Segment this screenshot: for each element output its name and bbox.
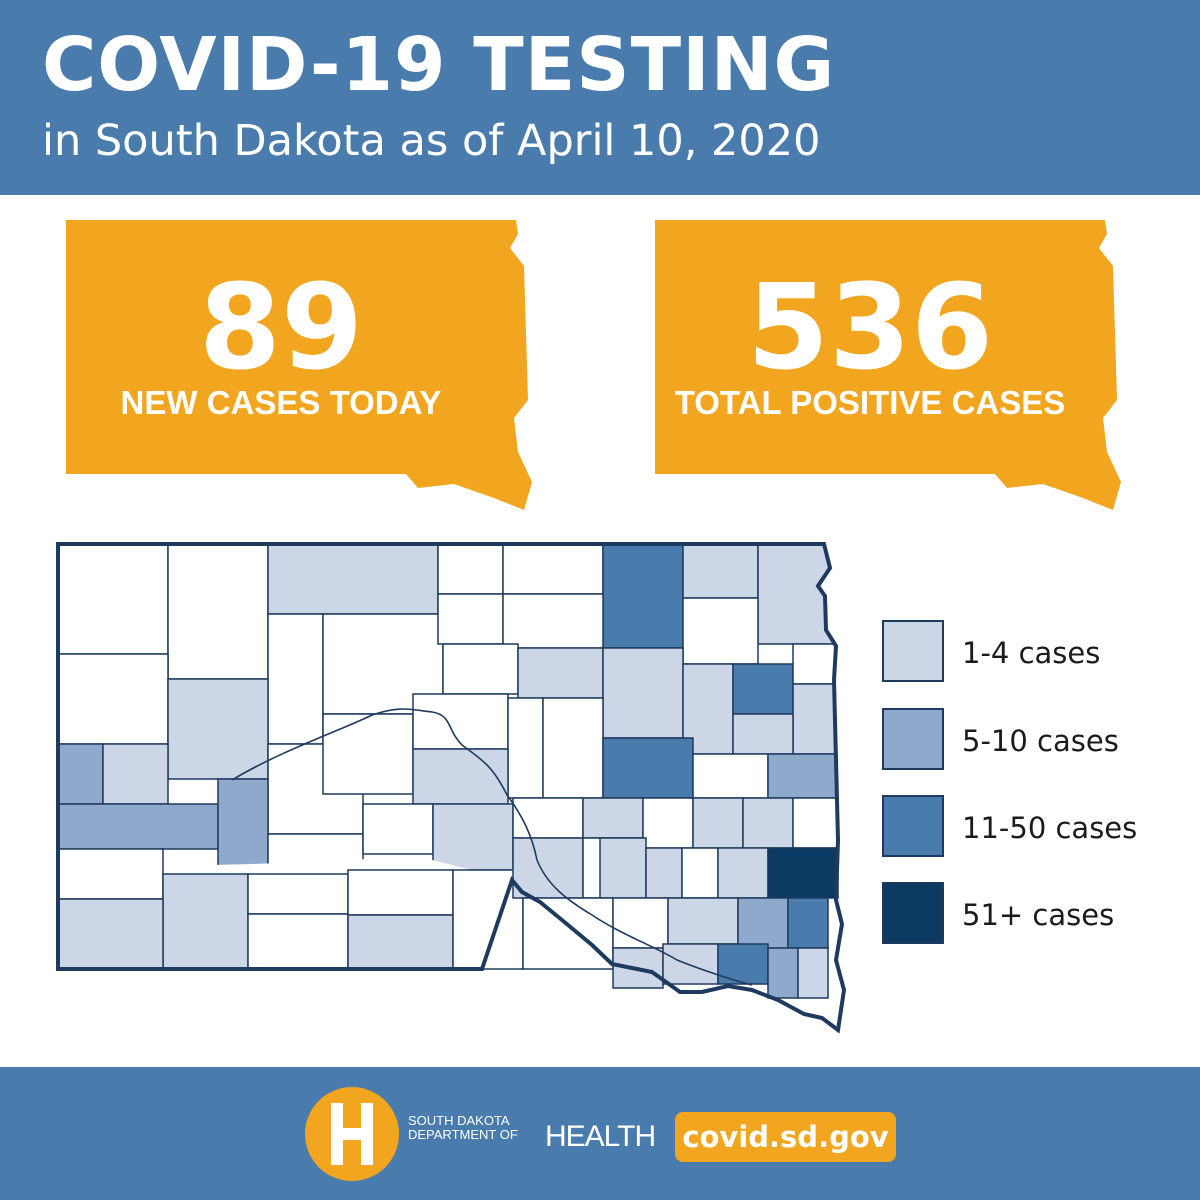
county — [522, 897, 614, 970]
legend-label: 51+ cases — [962, 898, 1115, 932]
legend-item: 5-10 cases — [882, 708, 1182, 774]
legend-swatch — [882, 795, 944, 857]
total-cases-card: 536 TOTAL POSITIVE CASES — [655, 220, 1125, 520]
department-name: SOUTH DAKOTA DEPARTMENT OF HEALTH — [408, 1113, 656, 1152]
county — [347, 869, 454, 916]
county-map — [52, 540, 852, 1040]
county — [767, 847, 839, 899]
county — [507, 697, 544, 799]
county — [162, 873, 249, 970]
county — [767, 753, 839, 799]
county — [362, 803, 434, 855]
county — [442, 643, 519, 695]
county — [322, 713, 414, 795]
county — [645, 847, 683, 899]
county — [717, 847, 769, 899]
county — [247, 873, 349, 915]
county — [347, 914, 454, 970]
county — [512, 837, 584, 899]
total-cases-label: TOTAL POSITIVE CASES — [674, 384, 1066, 421]
legend-label: 5-10 cases — [962, 724, 1119, 758]
county — [517, 647, 604, 699]
county — [502, 544, 604, 595]
sd-state-shape-left — [66, 220, 532, 510]
county — [267, 544, 439, 615]
county — [599, 837, 647, 899]
county — [582, 797, 644, 839]
county — [787, 897, 829, 949]
legend-item: 11-50 cases — [882, 795, 1182, 861]
header-banner: COVID-19 TESTING in South Dakota as of A… — [0, 0, 1200, 195]
county — [602, 544, 684, 649]
sd-county-map-svg — [56, 542, 847, 1034]
footer-banner: SOUTH DAKOTA DEPARTMENT OF HEALTH covid.… — [0, 1067, 1200, 1200]
county — [412, 748, 509, 805]
legend-item: 51+ cases — [882, 882, 1182, 948]
county — [602, 737, 694, 799]
county — [57, 848, 164, 900]
county — [602, 647, 684, 739]
county — [437, 593, 504, 645]
department-health: HEALTH — [545, 1120, 656, 1153]
county — [681, 847, 719, 899]
legend-swatch — [882, 882, 944, 944]
county — [267, 613, 324, 745]
county — [682, 597, 759, 665]
county — [437, 544, 504, 595]
page-subtitle: in South Dakota as of April 10, 2020 — [42, 116, 821, 166]
county — [682, 544, 759, 599]
county — [217, 778, 269, 875]
county — [512, 797, 584, 839]
county — [742, 797, 794, 849]
county — [58, 803, 219, 850]
county — [692, 797, 744, 849]
legend-label: 1-4 cases — [962, 636, 1101, 670]
legend-swatch — [882, 708, 944, 770]
website-link[interactable]: covid.sd.gov — [675, 1112, 896, 1162]
county — [502, 593, 604, 649]
sd-state-shape-right — [655, 220, 1121, 510]
new-cases-label: NEW CASES TODAY — [120, 384, 442, 421]
county — [102, 743, 169, 805]
county — [797, 947, 829, 999]
county — [58, 743, 104, 805]
county — [542, 697, 604, 799]
county — [267, 833, 364, 875]
new-cases-number: 89 — [198, 258, 364, 396]
missouri-river — [231, 708, 753, 986]
county — [167, 678, 269, 780]
county — [432, 803, 514, 871]
county — [692, 753, 769, 799]
county — [792, 683, 839, 755]
county — [247, 913, 349, 970]
county — [732, 713, 794, 755]
county — [737, 897, 789, 949]
health-logo-icon — [305, 1087, 399, 1181]
county — [167, 544, 269, 680]
county — [667, 897, 739, 945]
legend-label: 11-50 cases — [962, 811, 1138, 845]
county — [412, 693, 509, 750]
page-title: COVID-19 TESTING — [42, 22, 836, 108]
total-cases-number: 536 — [746, 258, 994, 396]
county — [58, 653, 169, 745]
county — [642, 797, 694, 849]
state-outline — [56, 542, 847, 1034]
new-cases-card: 89 NEW CASES TODAY — [66, 220, 536, 520]
county — [767, 947, 799, 999]
legend-item: 1-4 cases — [882, 620, 1182, 686]
county — [792, 643, 839, 685]
legend-swatch — [882, 620, 944, 682]
department-line2: DEPARTMENT OF — [408, 1127, 518, 1142]
county — [662, 943, 719, 985]
county — [792, 797, 839, 849]
county — [58, 544, 169, 655]
county — [57, 898, 164, 970]
department-line1: SOUTH DAKOTA — [408, 1113, 510, 1128]
county — [732, 663, 794, 715]
